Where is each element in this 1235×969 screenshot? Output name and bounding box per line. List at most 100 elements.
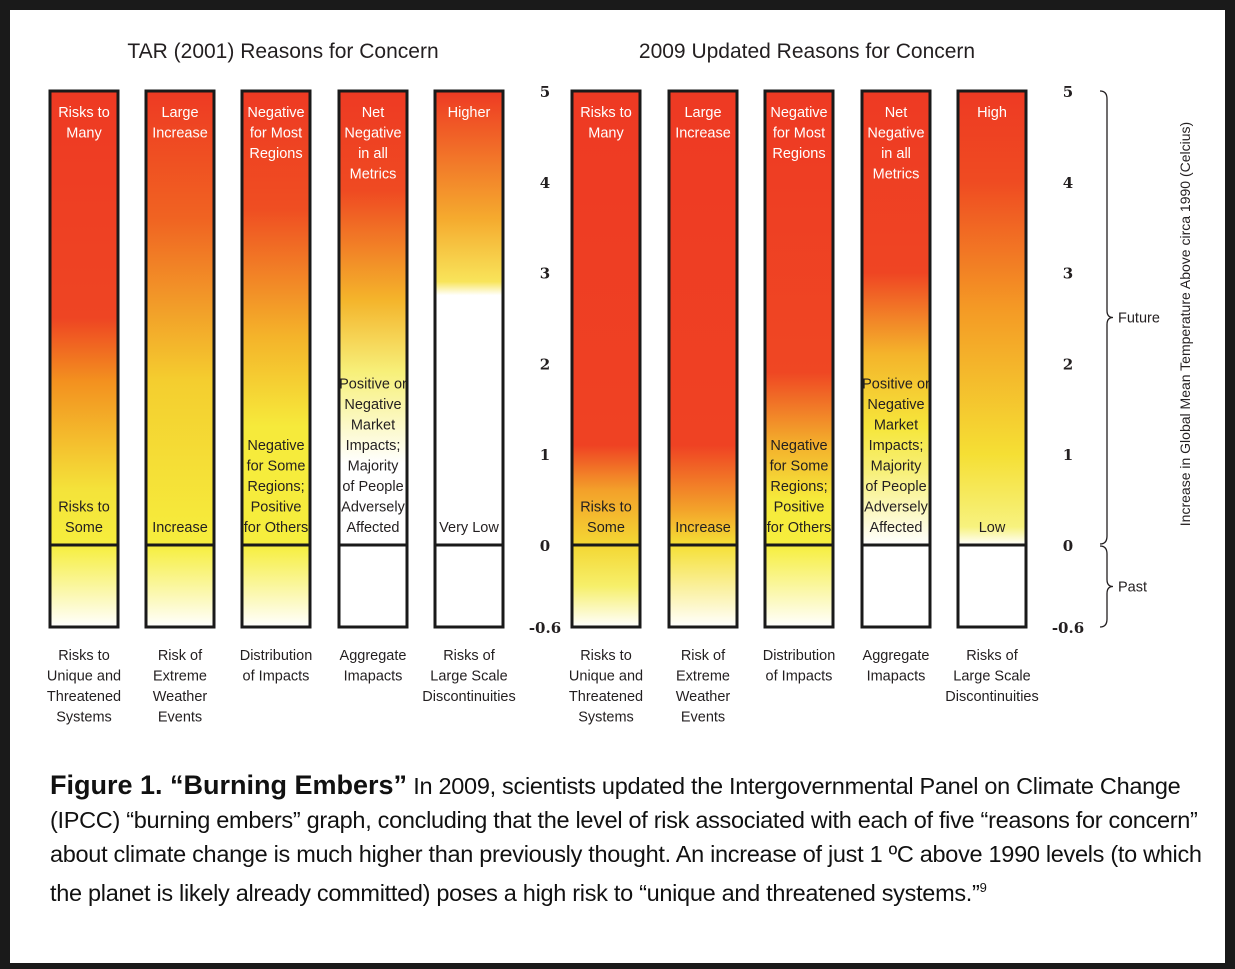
category-label: of Impacts <box>243 669 310 685</box>
column-top-label: Metrics <box>350 167 397 183</box>
column-top-label: Negative <box>344 126 401 142</box>
category-label: Large Scale <box>953 669 1030 685</box>
category-label: Extreme <box>676 669 730 685</box>
column-bottom-label: Negative <box>247 438 304 454</box>
column-top-label: Many <box>588 126 624 142</box>
category-label: Events <box>158 710 202 726</box>
category-label: Discontinuities <box>422 689 516 705</box>
column-bottom-label: Affected <box>870 520 923 536</box>
column-bottom-label: Majority <box>348 459 400 475</box>
column-bottom-label: for Others <box>767 520 831 536</box>
column-bottom-label: for Some <box>770 459 829 475</box>
column-top-label: in all <box>881 146 911 162</box>
column-bottom-label: Regions; <box>247 479 304 495</box>
column-bottom-label: Positive or <box>862 377 930 393</box>
category-label: Imapacts <box>867 669 926 685</box>
column-top-label: Negative <box>247 105 304 121</box>
column-bottom-label: Affected <box>347 520 400 536</box>
category-label: Threatened <box>47 689 121 705</box>
ember-column <box>144 89 216 629</box>
category-label: Unique and <box>569 669 643 685</box>
y-tick-label: 1 <box>1063 446 1073 464</box>
column-bottom-label: Negative <box>344 397 401 413</box>
column-top-label: Negative <box>867 126 924 142</box>
category-label: Risks of <box>966 648 1019 664</box>
y-tick-label: 0 <box>540 537 550 555</box>
y-tick-label: 2 <box>540 355 550 373</box>
column-top-label: High <box>977 105 1007 121</box>
column-bottom-label: Adversely <box>341 500 405 516</box>
y-tick-label: 4 <box>1063 174 1073 192</box>
column-top-label: for Most <box>250 126 302 142</box>
category-label: Systems <box>578 710 634 726</box>
column-bottom-label: Risks to <box>58 500 110 516</box>
category-label: Unique and <box>47 669 121 685</box>
category-label: Extreme <box>153 669 207 685</box>
category-label: Risk of <box>681 648 726 664</box>
column-top-label: Many <box>66 126 102 142</box>
column-top-label: in all <box>358 146 388 162</box>
category-label: Systems <box>56 710 112 726</box>
column-bottom-label: Positive or <box>339 377 407 393</box>
caption-lead: Figure 1. “Burning Embers” <box>50 770 408 800</box>
future-bracket-label: Future <box>1118 311 1160 327</box>
chart-title: TAR (2001) Reasons for Concern <box>127 40 438 63</box>
category-label: Weather <box>676 689 731 705</box>
column-bottom-label: Regions; <box>770 479 827 495</box>
column-bottom-label: of People <box>342 479 403 495</box>
column-bottom-label: Increase <box>675 520 731 536</box>
category-label: Distribution <box>763 648 836 664</box>
column-top-label: Large <box>684 105 721 121</box>
column-bottom-label: Impacts; <box>869 438 924 454</box>
column-bottom-label: Increase <box>152 520 208 536</box>
burning-embers-chart: TAR (2001) Reasons for Concern Risks to Ma… <box>47 40 1193 726</box>
ember-column <box>956 89 1028 629</box>
category-label: Discontinuities <box>945 689 1039 705</box>
ember-column <box>860 89 932 629</box>
column-top-label: Net <box>885 105 908 121</box>
column-bottom-label: Impacts; <box>346 438 401 454</box>
y-tick-label: 3 <box>540 265 550 283</box>
column-top-label: Regions <box>249 146 302 162</box>
ember-column <box>763 89 835 629</box>
column-bottom-label: Majority <box>871 459 923 475</box>
ember-column <box>337 89 409 629</box>
y-axis-title: Increase in Global Mean Temperature Abov… <box>1177 122 1193 526</box>
figure-caption: Figure 1. “Burning Embers” In 2009, scie… <box>50 768 1210 910</box>
column-bottom-label: Market <box>351 418 395 434</box>
column-bottom-label: Low <box>979 520 1006 536</box>
y-tick-label: -0.6 <box>529 619 561 637</box>
column-top-label: Risks to <box>58 105 110 121</box>
column-top-label: Regions <box>772 146 825 162</box>
chart-title: 2009 Updated Reasons for Concern <box>639 40 975 63</box>
past-bracket-label: Past <box>1118 580 1147 596</box>
y-tick-label: 2 <box>1063 355 1073 373</box>
category-label: Events <box>681 710 725 726</box>
category-label: Risks to <box>580 648 632 664</box>
y-tick-label: 0 <box>1063 537 1073 555</box>
column-bottom-label: Risks to <box>580 500 632 516</box>
category-label: Aggregate <box>340 648 407 664</box>
column-bottom-label: Very Low <box>439 520 499 536</box>
column-bottom-label: Negative <box>867 397 924 413</box>
category-label: Risk of <box>158 648 203 664</box>
y-tick-label: 5 <box>1063 83 1073 101</box>
column-top-label: Negative <box>770 105 827 121</box>
ember-column <box>48 89 120 629</box>
column-top-label: Large <box>161 105 198 121</box>
column-bottom-label: for Others <box>244 520 308 536</box>
y-tick-label: -0.6 <box>1052 619 1084 637</box>
category-label: Distribution <box>240 648 313 664</box>
y-tick-label: 1 <box>540 446 550 464</box>
column-bottom-label: Negative <box>770 438 827 454</box>
column-top-label: Increase <box>675 126 731 142</box>
past-bracket <box>1099 545 1114 628</box>
column-bottom-label: for Some <box>247 459 306 475</box>
column-bottom-label: Adversely <box>864 500 928 516</box>
y-tick-label: 4 <box>540 174 550 192</box>
ember-column <box>667 89 739 629</box>
category-label: Large Scale <box>430 669 507 685</box>
future-bracket <box>1099 90 1114 545</box>
category-label: Threatened <box>569 689 643 705</box>
